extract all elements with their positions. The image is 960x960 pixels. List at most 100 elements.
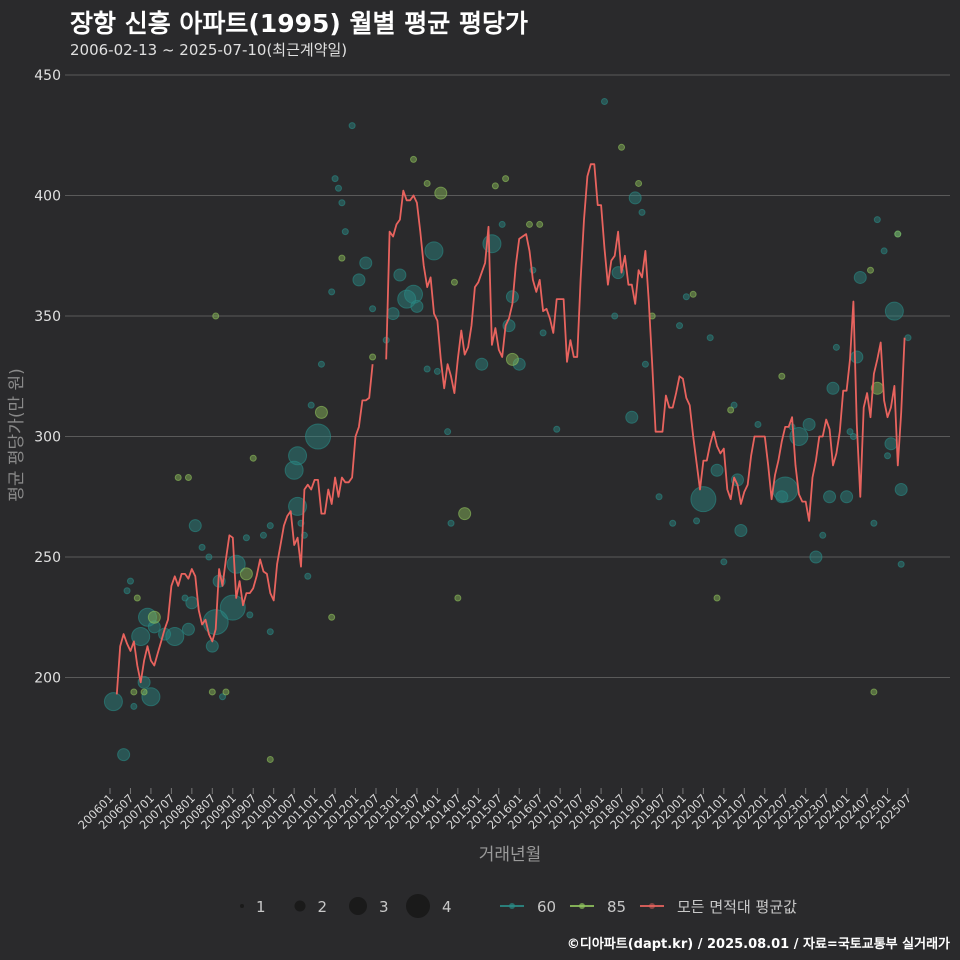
point-60 <box>242 534 250 542</box>
point-85 <box>147 610 161 624</box>
point-60 <box>447 519 455 527</box>
point-60 <box>475 357 489 371</box>
point-85 <box>239 567 253 581</box>
point-85 <box>423 179 431 187</box>
point-60 <box>424 241 444 261</box>
point-60 <box>840 490 854 504</box>
point-60 <box>288 496 308 516</box>
point-60 <box>904 334 912 342</box>
point-85 <box>635 179 643 187</box>
point-60 <box>284 460 304 480</box>
y-tick-label: 400 <box>34 189 61 205</box>
point-60 <box>754 420 762 428</box>
point-85 <box>894 230 902 238</box>
point-60 <box>341 228 349 236</box>
series-85-points <box>130 143 902 763</box>
point-60 <box>897 560 905 568</box>
point-60 <box>706 334 714 342</box>
series-60-points <box>103 98 912 762</box>
point-60 <box>870 519 878 527</box>
point-85 <box>174 473 182 481</box>
point-85 <box>689 290 697 298</box>
point-60 <box>826 381 840 395</box>
point-85 <box>713 594 721 602</box>
point-60 <box>772 476 799 503</box>
x-ticks: 2006012006072007012007072008012008072009… <box>75 788 914 832</box>
point-60 <box>690 486 717 513</box>
point-60 <box>103 692 123 712</box>
point-85 <box>130 688 138 696</box>
y-tick-labels: 200 250 300 350 400 450 <box>34 68 61 687</box>
point-60 <box>498 220 506 228</box>
point-60 <box>553 425 561 433</box>
point-85 <box>450 278 458 286</box>
point-60 <box>849 433 857 440</box>
point-60 <box>328 288 336 296</box>
legend-size-label: 2 <box>318 898 328 916</box>
legend-size-label: 4 <box>442 898 452 916</box>
legend-size-label: 1 <box>256 898 266 916</box>
legend: 1 2 3 4 60 85 모든 면적대 평균값 <box>240 894 797 918</box>
legend-key-dot-2 <box>649 903 655 909</box>
point-60 <box>369 305 377 313</box>
point-60 <box>123 587 131 595</box>
chart-subtitle: 2006-02-13 ~ 2025-07-10(최근계약일) <box>70 41 348 59</box>
point-60 <box>386 307 400 321</box>
point-85 <box>133 594 141 602</box>
legend-size-2 <box>294 900 306 912</box>
y-tick-label: 250 <box>34 550 61 566</box>
point-60 <box>305 423 332 450</box>
legend-size-3 <box>349 897 367 915</box>
point-85 <box>184 473 192 481</box>
point-85 <box>491 182 499 190</box>
point-60 <box>205 553 213 561</box>
point-60 <box>198 543 206 551</box>
point-60 <box>410 299 424 313</box>
point-60 <box>894 483 908 497</box>
point-60 <box>539 329 547 337</box>
point-60 <box>444 428 452 436</box>
point-60 <box>884 301 904 321</box>
legend-series-label: 85 <box>607 898 626 916</box>
point-60 <box>147 620 161 634</box>
point-60 <box>188 519 202 533</box>
y-tick-label: 300 <box>34 430 61 446</box>
point-85 <box>314 405 328 419</box>
chart-title: 장항 신흥 아파트(1995) 월별 평균 평당가 <box>70 9 528 38</box>
point-60 <box>710 463 724 477</box>
point-85 <box>618 143 626 151</box>
point-85 <box>866 266 874 274</box>
point-60 <box>669 519 677 527</box>
point-60 <box>625 410 639 424</box>
point-60 <box>393 268 407 282</box>
point-85 <box>870 688 878 696</box>
point-60 <box>676 322 684 330</box>
point-60 <box>628 191 642 205</box>
point-60 <box>846 428 854 436</box>
point-60 <box>423 365 431 373</box>
point-60 <box>246 611 254 619</box>
point-85 <box>369 353 377 361</box>
point-60 <box>130 702 138 710</box>
point-60 <box>117 748 131 762</box>
legend-size-1 <box>240 904 244 908</box>
y-tick-label: 450 <box>34 68 61 84</box>
point-60 <box>219 693 227 701</box>
point-60 <box>165 627 185 647</box>
point-85 <box>536 220 544 228</box>
point-60 <box>334 184 342 192</box>
point-85 <box>249 454 257 462</box>
point-85 <box>328 613 336 621</box>
grid-lines <box>65 74 950 678</box>
point-60 <box>307 401 315 409</box>
legend-series-label: 모든 면적대 평균값 <box>677 898 797 916</box>
point-60 <box>832 343 840 351</box>
point-60 <box>359 256 373 270</box>
point-60 <box>600 98 608 106</box>
point-85 <box>434 186 448 200</box>
point-85 <box>458 507 472 521</box>
average-line-segment-0 <box>115 364 374 695</box>
y-tick-label: 200 <box>34 671 61 687</box>
point-60 <box>512 357 526 371</box>
